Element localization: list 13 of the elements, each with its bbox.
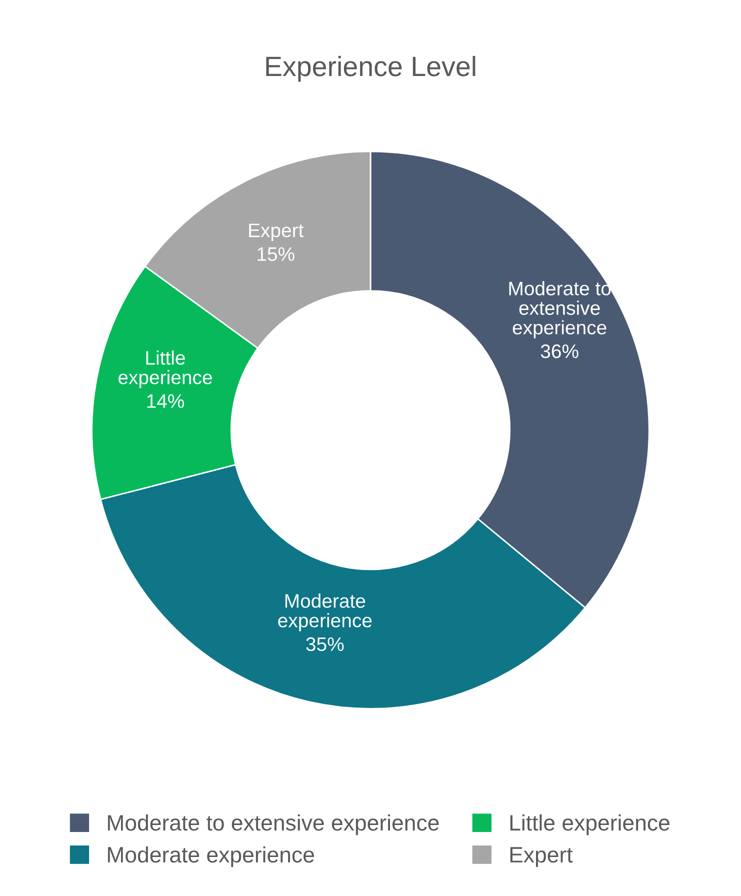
legend-label: Little experience (510, 814, 670, 836)
data-label: 14% (147, 394, 184, 408)
legend-label: Expert (510, 847, 573, 868)
legend-label: Moderate experience (108, 846, 314, 868)
data-label: 36% (540, 344, 578, 358)
data-label: 15% (258, 247, 294, 261)
data-label: 35% (306, 637, 344, 652)
chart-title: Experience Level (266, 56, 476, 82)
slice-label: Expert (249, 224, 304, 242)
legend-label: Moderate to extensive experience (108, 814, 439, 836)
slice-label: Moderate to extensive experience (509, 281, 611, 338)
slice-label: Little experience (118, 350, 212, 388)
slice-label: Moderate experience (278, 594, 372, 632)
